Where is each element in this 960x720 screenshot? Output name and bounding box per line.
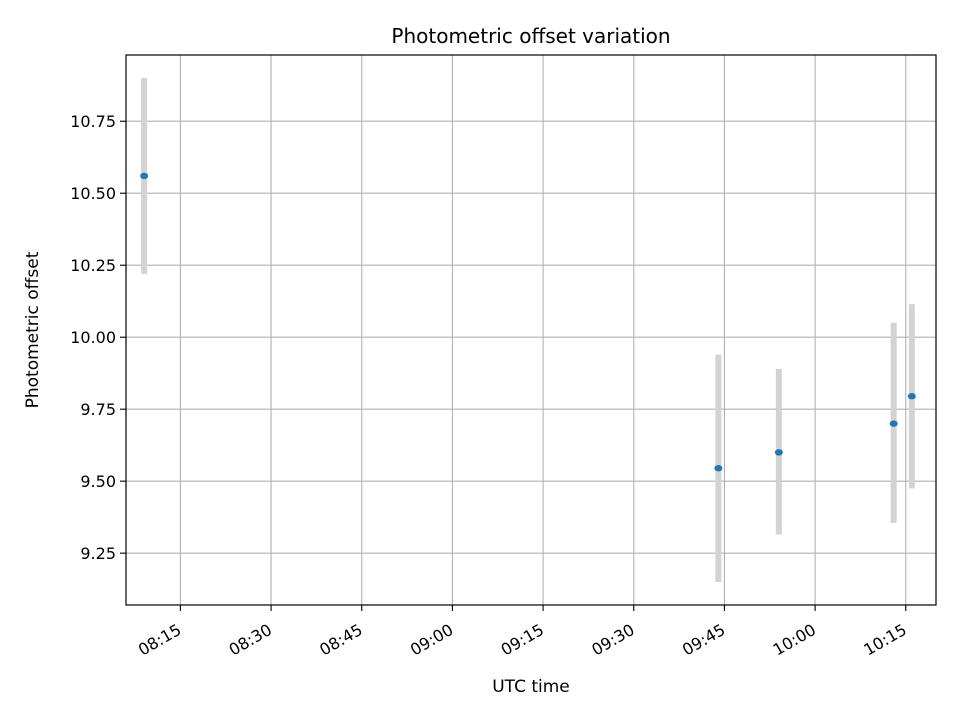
y-tick-label: 9.50 — [80, 472, 116, 491]
plot-frame — [125, 54, 937, 606]
data-point — [907, 393, 916, 400]
y-tick-label: 10.25 — [70, 256, 116, 275]
grid — [126, 55, 936, 605]
data-point — [889, 420, 898, 427]
data-point — [774, 449, 783, 456]
chart-title: Photometric offset variation — [391, 24, 670, 48]
y-tick-label: 9.25 — [80, 544, 116, 563]
data-marks — [140, 78, 916, 582]
data-point — [714, 465, 723, 472]
y-tick-label: 10.00 — [70, 328, 116, 347]
x-axis-label: UTC time — [492, 677, 570, 697]
y-tick-label: 10.75 — [70, 112, 116, 131]
y-axis-label: Photometric offset — [23, 251, 43, 408]
data-point — [140, 172, 149, 180]
y-tick-label: 9.75 — [80, 400, 116, 419]
y-tick-label: 10.50 — [70, 184, 116, 203]
